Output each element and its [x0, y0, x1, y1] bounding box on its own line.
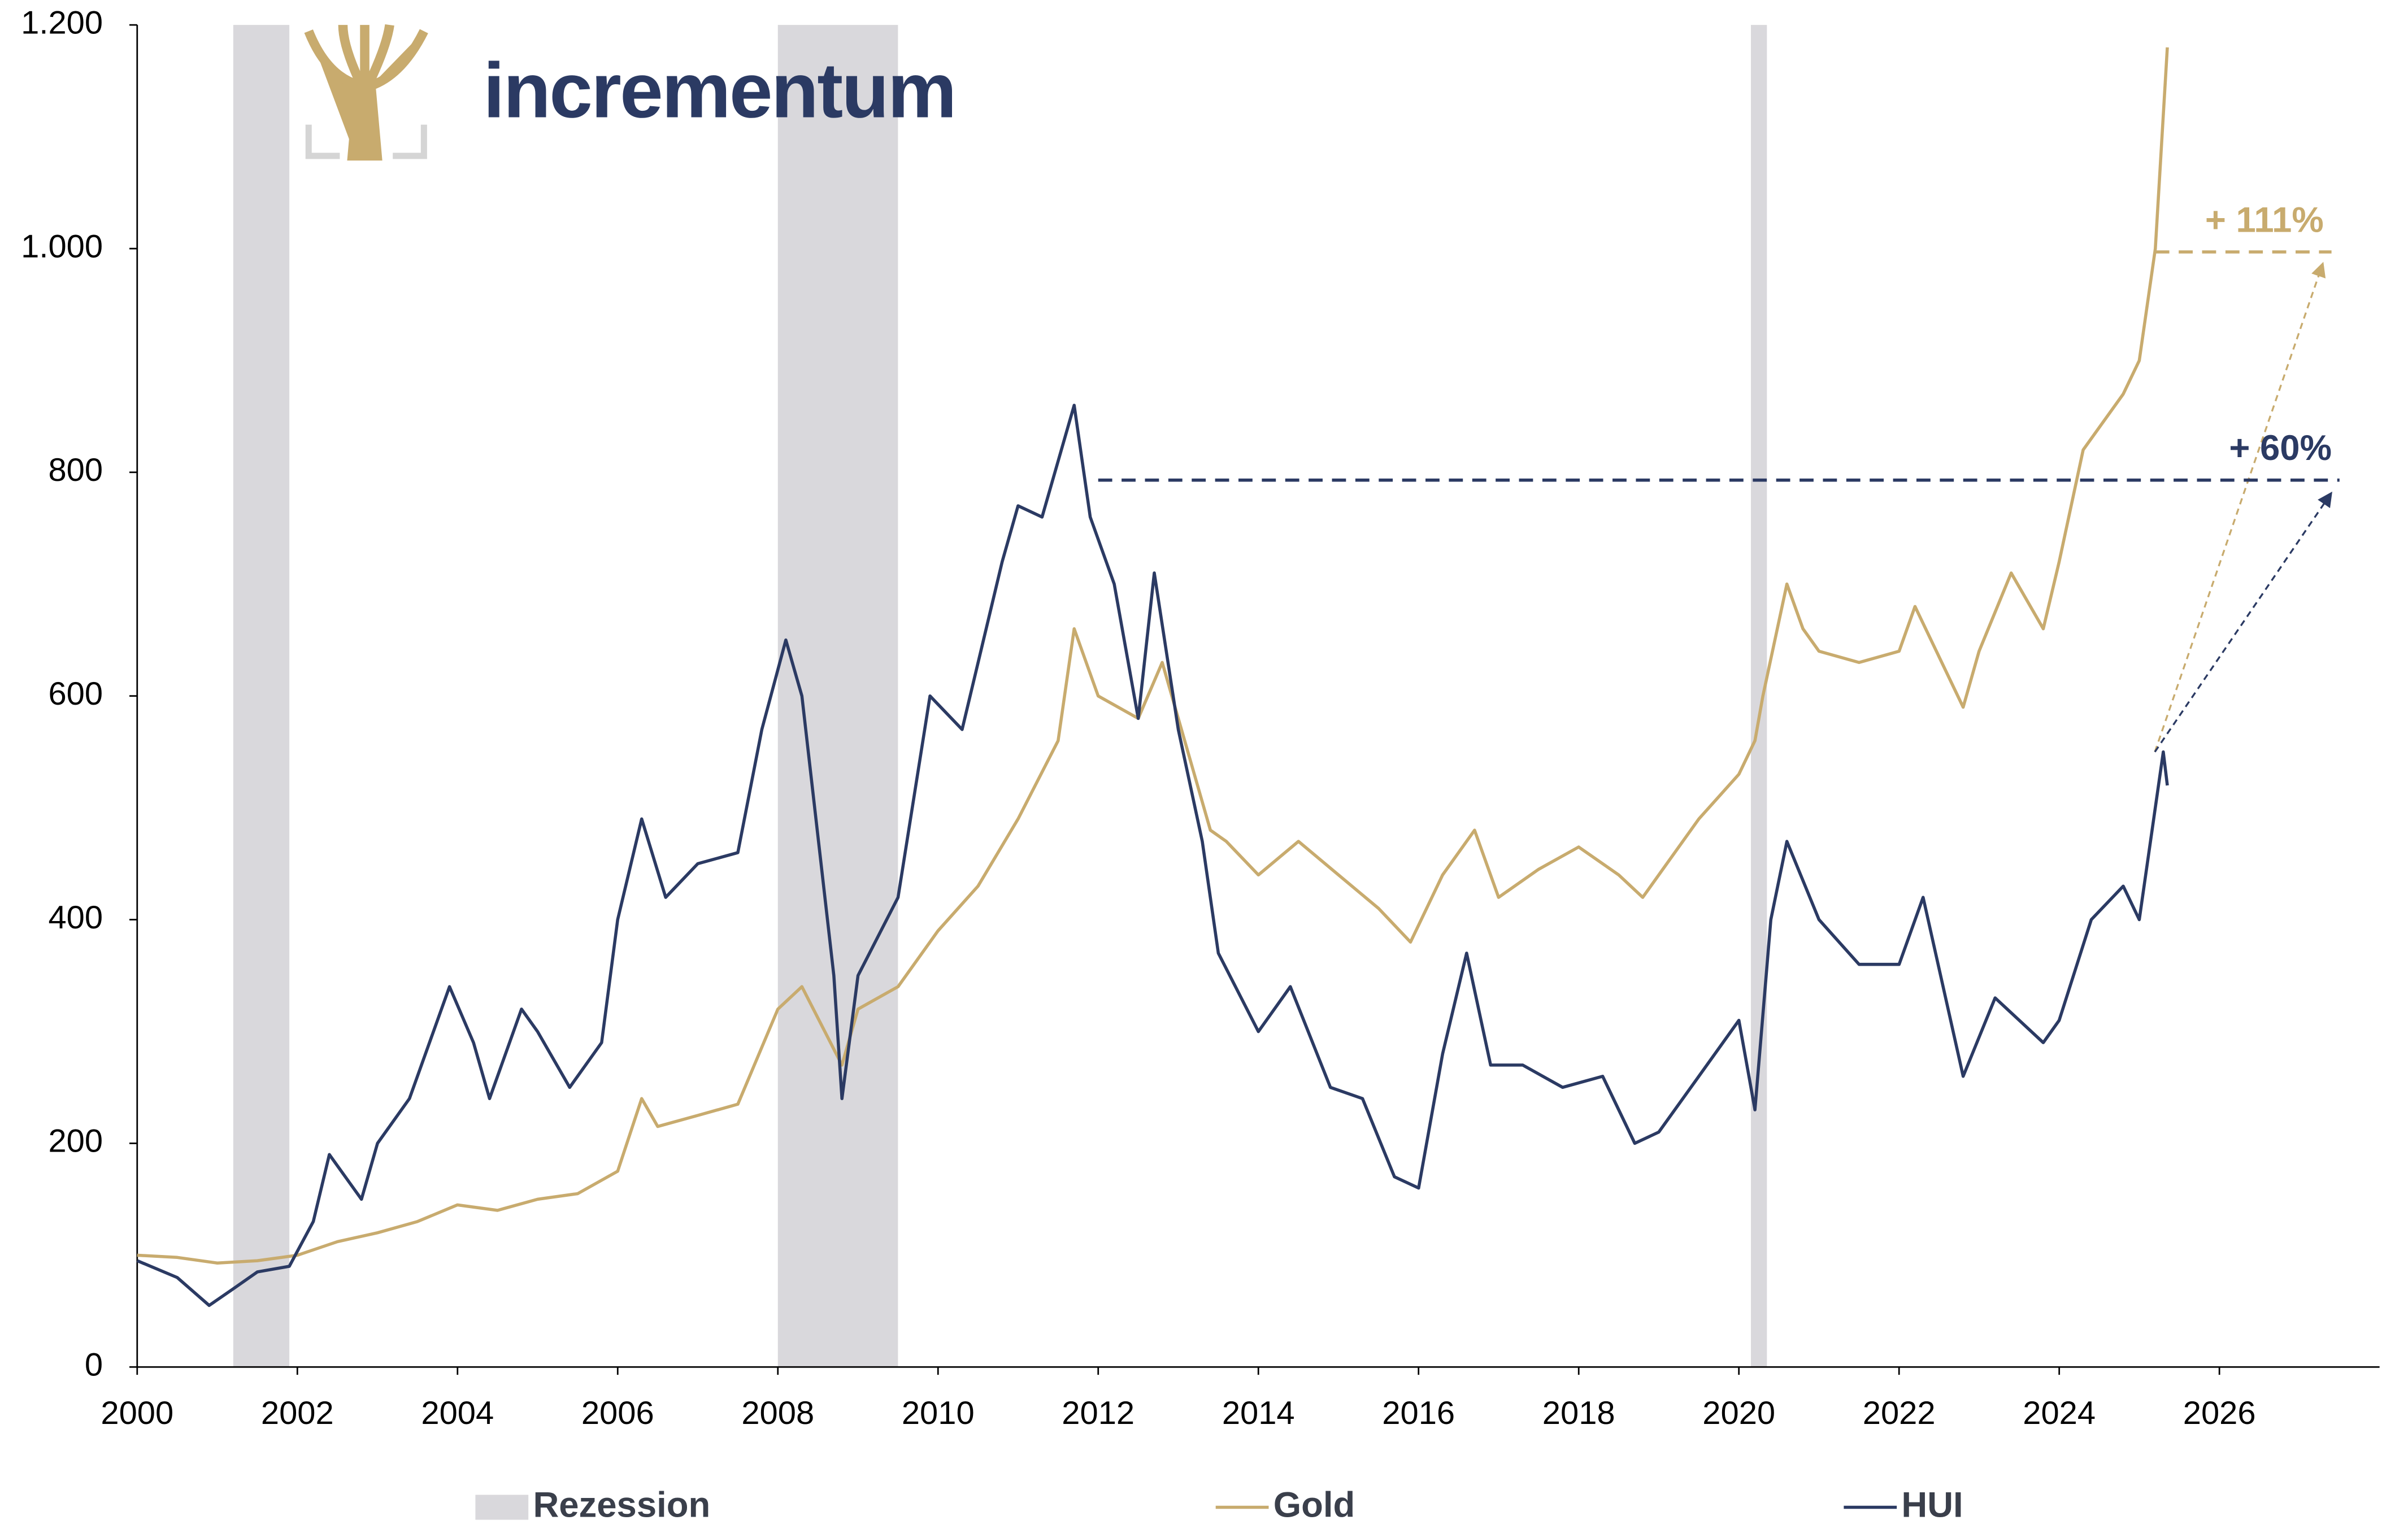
y-tick-label: 200 — [48, 1123, 103, 1159]
legend-label: Gold — [1273, 1485, 1355, 1525]
x-tick-label: 2020 — [1702, 1395, 1775, 1431]
projection-arrow — [2154, 491, 2332, 753]
annotation-label: + 111% — [2205, 200, 2324, 240]
x-tick-label: 2026 — [2183, 1395, 2256, 1431]
y-tick-label: 400 — [48, 900, 103, 936]
y-tick-label: 1.000 — [21, 228, 103, 264]
legend-swatch — [475, 1495, 529, 1520]
x-tick-label: 2022 — [1863, 1395, 1936, 1431]
recession-layer — [233, 25, 1767, 1367]
x-tick-label: 2008 — [741, 1395, 814, 1431]
x-tick-label: 2004 — [421, 1395, 494, 1431]
x-tick-label: 2002 — [261, 1395, 334, 1431]
line-hui — [136, 403, 2169, 1308]
x-tick-label: 2024 — [2023, 1395, 2096, 1431]
x-tick-label: 2010 — [902, 1395, 975, 1431]
y-tick-label: 600 — [48, 676, 103, 712]
projection-arrow — [2154, 262, 2326, 753]
recession-band — [1750, 25, 1767, 1367]
logo-icon — [304, 24, 428, 161]
legend-label: Rezession — [533, 1485, 710, 1525]
recession-band — [233, 25, 290, 1367]
x-tick-label: 2018 — [1542, 1395, 1615, 1431]
y-tick-label: 1.200 — [21, 5, 103, 41]
x-tick-label: 2016 — [1382, 1395, 1455, 1431]
y-tick-label: 800 — [48, 452, 103, 488]
x-tick-label: 2014 — [1222, 1395, 1295, 1431]
legend-label: HUI — [1901, 1485, 1963, 1525]
line-gold — [137, 47, 2169, 1265]
x-tick-label: 2006 — [581, 1395, 654, 1431]
x-tick-label: 2000 — [101, 1395, 173, 1431]
logo-text: incrementum — [483, 47, 955, 134]
annotation-label: + 60% — [2229, 428, 2332, 468]
y-tick-label: 0 — [85, 1347, 103, 1383]
recession-band — [777, 25, 898, 1367]
x-tick-label: 2012 — [1062, 1395, 1135, 1431]
